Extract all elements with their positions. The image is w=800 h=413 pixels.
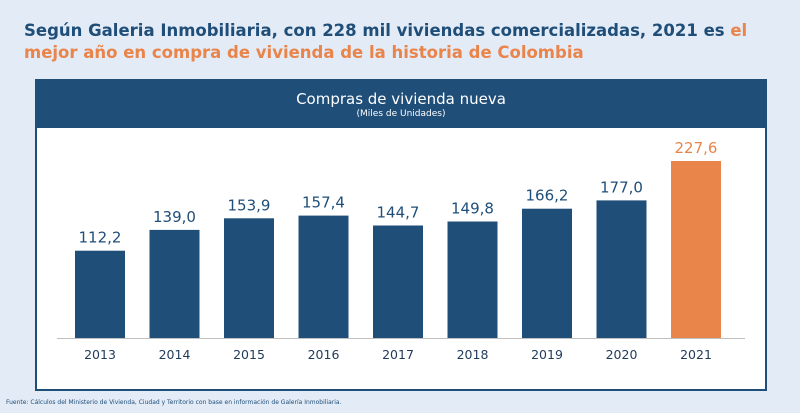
x-tick-2015: 2015 (233, 347, 265, 362)
bar-2015 (224, 218, 274, 338)
data-label-2014: 139,0 (153, 208, 196, 226)
headline: Según Galeria Inmobiliaria, con 228 mil … (24, 20, 784, 64)
chart-panel: Compras de vivienda nueva (Miles de Unid… (35, 79, 767, 391)
x-tick-2018: 2018 (457, 347, 489, 362)
source-note: Fuente: Cálculos del Ministerio de Vivie… (6, 399, 342, 406)
headline-main: Según Galeria Inmobiliaria, con 228 mil … (24, 21, 731, 40)
data-label-2017: 144,7 (377, 204, 420, 222)
x-tick-2021: 2021 (680, 347, 712, 362)
chart-subtitle: (Miles de Unidades) (356, 109, 446, 119)
bar-2014 (149, 229, 200, 338)
x-tick-2013: 2013 (84, 347, 116, 362)
chart-title: Compras de vivienda nueva (296, 90, 506, 108)
data-label-2020: 177,0 (600, 178, 643, 196)
headline-highlight: el mejor año en compra de vivienda de la… (24, 21, 748, 62)
bar-2017 (373, 225, 423, 338)
bar-2018 (447, 221, 498, 338)
bar-2020 (596, 200, 647, 338)
data-label-2013: 112,2 (79, 229, 122, 247)
bar-chart: 112,2 2013 139,0 2014 153,9 2015 157,4 2016 144,… (57, 139, 745, 362)
bar-2013 (75, 250, 125, 338)
bar-2016 (298, 215, 349, 338)
x-tick-2020: 2020 (606, 347, 638, 362)
x-tick-2014: 2014 (159, 347, 191, 362)
x-tick-2019: 2019 (531, 347, 563, 362)
bar-2021 (671, 161, 721, 338)
data-label-2019: 166,2 (526, 187, 569, 205)
x-tick-2016: 2016 (308, 347, 340, 362)
chart-header: Compras de vivienda nueva (Miles de Unid… (37, 81, 765, 128)
data-label-2018: 149,8 (451, 200, 494, 218)
bar-2019 (522, 208, 572, 338)
data-label-2021: 227,6 (675, 139, 718, 157)
data-label-2016: 157,4 (302, 194, 345, 212)
x-tick-2017: 2017 (382, 347, 414, 362)
data-label-2015: 153,9 (228, 196, 271, 214)
